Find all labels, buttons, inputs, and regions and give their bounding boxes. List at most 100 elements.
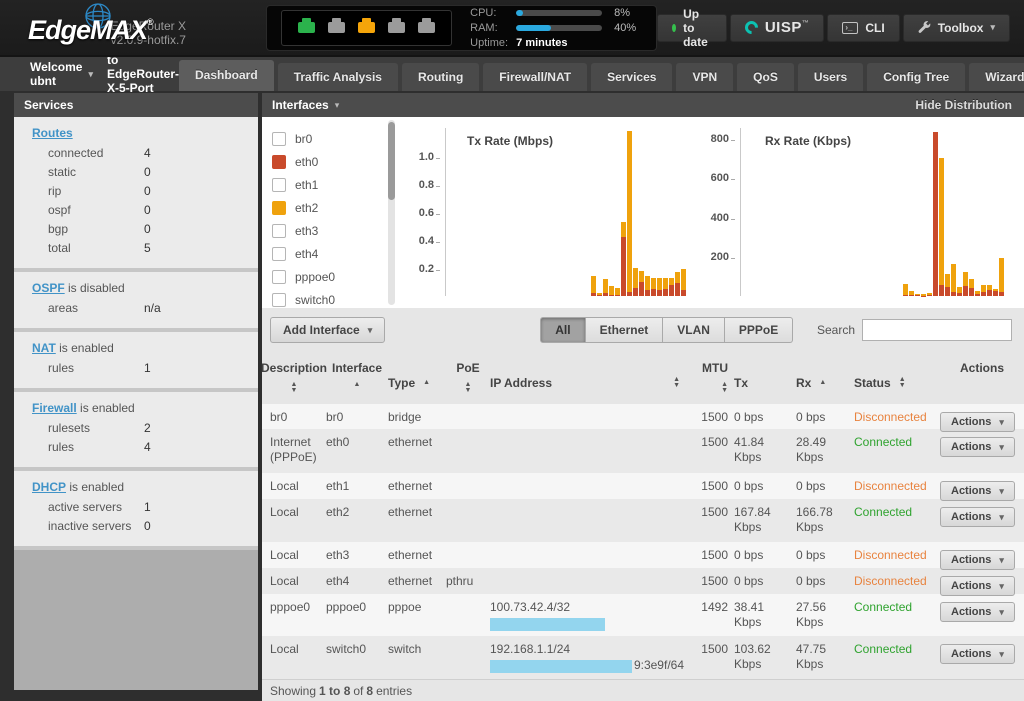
legend-item-switch0[interactable]: switch0 bbox=[272, 288, 382, 311]
filter-vlan[interactable]: VLAN bbox=[663, 317, 725, 343]
interfaces-title[interactable]: Interfaces bbox=[272, 98, 329, 112]
uisp-button[interactable]: UISP™ bbox=[729, 13, 825, 42]
col-header-label: Tx bbox=[734, 376, 749, 390]
stat-label: areas bbox=[48, 301, 79, 315]
cli-label: CLI bbox=[865, 20, 885, 35]
bar-segment-eth0 bbox=[681, 290, 686, 296]
tab-firewall-nat[interactable]: Firewall/NAT bbox=[483, 63, 588, 91]
cell-ip-address: 100.73.42.4/32 bbox=[490, 594, 690, 636]
sidebar-link-nat[interactable]: NAT bbox=[32, 341, 56, 355]
bar-segment-eth0 bbox=[627, 291, 632, 296]
table-row-eth0: Internet (PPPoE) eth0 ethernet 1500 41.84 Kb… bbox=[262, 429, 1024, 473]
bar bbox=[597, 293, 602, 296]
scrollbar-thumb[interactable] bbox=[388, 122, 395, 200]
sidebar-link-routes[interactable]: Routes bbox=[32, 126, 73, 140]
checkbox[interactable] bbox=[272, 223, 286, 238]
cell-poe bbox=[446, 473, 490, 499]
bar-segment-eth2 bbox=[603, 279, 608, 294]
tab-services[interactable]: Services bbox=[591, 63, 673, 91]
checkbox[interactable] bbox=[272, 131, 286, 146]
axis-tick-label: 200 bbox=[705, 251, 735, 263]
caret-down-icon[interactable]: ▾ bbox=[334, 99, 340, 110]
actions-button[interactable]: Actions ▾ bbox=[940, 481, 1015, 501]
search-input[interactable] bbox=[862, 319, 1012, 341]
stat-value: 1 bbox=[144, 361, 151, 375]
checkbox[interactable] bbox=[272, 177, 286, 192]
legend-label: eth4 bbox=[295, 246, 319, 261]
checkbox[interactable] bbox=[272, 200, 286, 215]
footer-showing: Showing bbox=[270, 683, 317, 698]
update-status-button[interactable]: Up to date bbox=[657, 7, 727, 49]
checkbox[interactable] bbox=[272, 269, 286, 284]
col-header-poe[interactable]: PoE ▲ ▼ bbox=[446, 352, 490, 404]
filter-all[interactable]: All bbox=[540, 317, 586, 343]
sidebar-link-ospf[interactable]: OSPF bbox=[32, 281, 65, 295]
actions-button[interactable]: Actions ▾ bbox=[940, 576, 1015, 596]
cell-description: Local bbox=[270, 548, 299, 562]
actions-button[interactable]: Actions ▾ bbox=[940, 550, 1015, 570]
cli-button[interactable]: ›_ CLI bbox=[827, 13, 900, 42]
actions-button[interactable]: Actions ▾ bbox=[940, 602, 1015, 622]
legend-item-pppoe0[interactable]: pppoe0 bbox=[272, 265, 382, 288]
actions-button[interactable]: Actions ▾ bbox=[940, 412, 1015, 432]
checkbox[interactable] bbox=[272, 154, 286, 169]
actions-button[interactable]: Actions ▾ bbox=[940, 437, 1015, 457]
sidebar-section-firewall: Firewall is enabled rulesets 2 rules 4 bbox=[14, 392, 258, 471]
caret-down-icon: ▾ bbox=[999, 554, 1004, 565]
tab-routing[interactable]: Routing bbox=[401, 63, 480, 91]
bar-segment-eth2 bbox=[939, 157, 944, 286]
cell-type: bridge bbox=[388, 410, 422, 424]
bar-segment-eth0 bbox=[981, 292, 986, 296]
actions-button[interactable]: Actions ▾ bbox=[940, 507, 1015, 527]
col-header-interface[interactable]: Interface ▲ bbox=[326, 352, 388, 404]
toolbox-button[interactable]: Toolbox ▾ bbox=[902, 13, 1010, 42]
caret-down-icon[interactable]: ▾ bbox=[88, 68, 93, 79]
checkbox[interactable] bbox=[272, 292, 286, 307]
legend-item-eth2[interactable]: eth2 bbox=[272, 196, 382, 219]
bar-segment-eth0 bbox=[939, 285, 944, 296]
bar-segment-eth0 bbox=[903, 295, 908, 296]
legend-scrollbar[interactable] bbox=[388, 120, 395, 305]
legend-item-eth3[interactable]: eth3 bbox=[272, 219, 382, 242]
col-header-rx[interactable]: Rx ▲ bbox=[796, 352, 854, 404]
legend-item-eth4[interactable]: eth4 bbox=[272, 242, 382, 265]
checkbox[interactable] bbox=[272, 246, 286, 261]
legend-label: pppoe0 bbox=[295, 269, 336, 284]
welcome-user-menu[interactable]: Welcome ubnt bbox=[30, 60, 83, 88]
cell-actions: Actions ▾ bbox=[940, 568, 1024, 596]
legend-item-br0[interactable]: br0 bbox=[272, 127, 382, 150]
actions-label: Actions bbox=[951, 605, 992, 618]
col-header-description[interactable]: Description ▲ ▼ bbox=[261, 352, 327, 404]
col-header-ip-address[interactable]: IP Address ▲ ▼ bbox=[490, 352, 690, 404]
col-header-mtu[interactable]: MTU ▲ ▼ bbox=[690, 352, 734, 404]
bar-segment-eth2 bbox=[915, 293, 920, 296]
cell-actions: Actions ▾ bbox=[940, 473, 1024, 501]
cell-tx-rate: 0 bps bbox=[734, 410, 764, 424]
cell-interface: eth2 bbox=[326, 505, 350, 519]
filter-ethernet[interactable]: Ethernet bbox=[585, 317, 664, 343]
bar-segment-eth2 bbox=[945, 274, 950, 288]
sidebar-link-firewall[interactable]: Firewall bbox=[32, 401, 77, 415]
col-header-type[interactable]: Type ▲ bbox=[388, 352, 446, 404]
col-header-status[interactable]: Status ▲ ▼ bbox=[854, 352, 940, 404]
bar-segment-eth2 bbox=[927, 293, 932, 296]
bar bbox=[675, 272, 680, 296]
filter-pppoe[interactable]: PPPoE bbox=[724, 317, 794, 343]
sidebar-link-dhcp[interactable]: DHCP bbox=[32, 480, 67, 494]
tab-wizards[interactable]: Wizards bbox=[969, 63, 1024, 91]
tab-qos[interactable]: QoS bbox=[737, 63, 794, 91]
add-interface-button[interactable]: Add Interface ▾ bbox=[270, 317, 386, 343]
table-footer: Showing 1 to 8 of 8 entries bbox=[262, 679, 1024, 701]
tab-dashboard[interactable]: Dashboard bbox=[179, 60, 274, 91]
bar bbox=[963, 272, 968, 296]
footer-total: 8 bbox=[366, 683, 374, 698]
legend-item-eth0[interactable]: eth0 bbox=[272, 150, 382, 173]
hide-distribution-link[interactable]: Hide Distribution bbox=[915, 98, 1012, 112]
tab-config-tree[interactable]: Config Tree bbox=[867, 63, 966, 91]
legend-item-eth1[interactable]: eth1 bbox=[272, 173, 382, 196]
axis-tick-label: 600 bbox=[705, 172, 735, 184]
tab-vpn[interactable]: VPN bbox=[676, 63, 734, 91]
tab-traffic-analysis[interactable]: Traffic Analysis bbox=[277, 63, 398, 91]
actions-button[interactable]: Actions ▾ bbox=[940, 644, 1015, 664]
tab-users[interactable]: Users bbox=[797, 63, 864, 91]
